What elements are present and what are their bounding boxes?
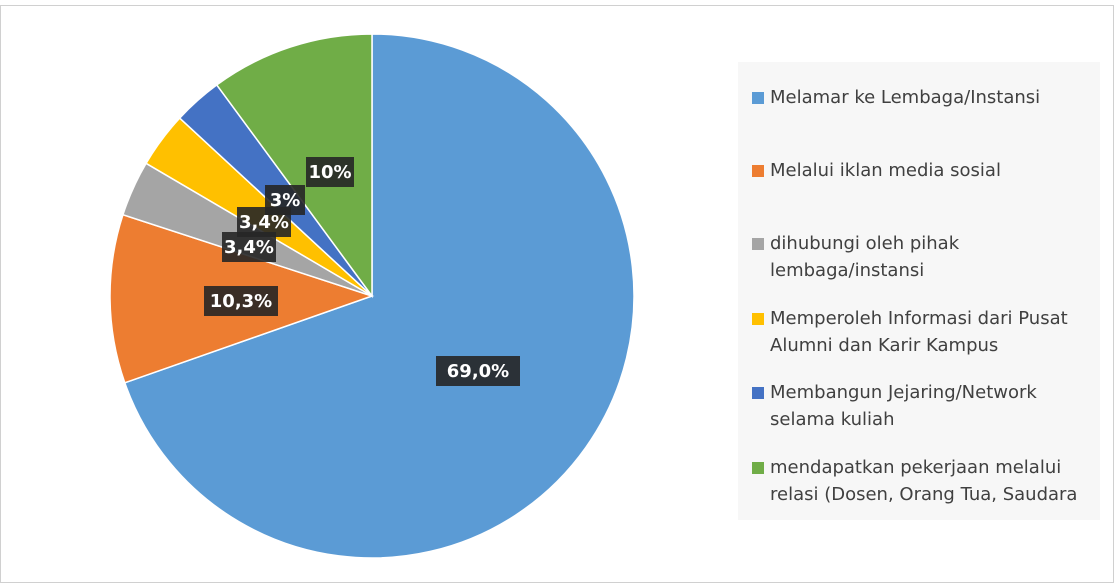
data-label: 3% [270,190,301,211]
legend-label: mendapatkan pekerjaan melalui relasi (Do… [770,457,1078,505]
legend-label: Membangun Jejaring/Network selama kuliah [770,382,1037,430]
pie-slice [215,33,373,299]
legend-label: Melamar ke Lembaga/Instansi [770,87,1041,108]
data-label: 3,4% [224,237,274,258]
legend-swatch [752,313,764,325]
legend: Melamar ke Lembaga/Instansi Melalui iklan… [738,62,1100,520]
data-label: 10% [308,162,351,183]
data-label-box [306,157,354,187]
legend-swatch [752,92,764,104]
legend-label: dihubungi oleh pihak lembaga/instansi [770,233,960,281]
data-labels: 69,0%10,3%3,4%3,4%3%10% [204,157,520,386]
legend-item: Melalui iklan media sosial [752,157,1098,184]
legend-swatch [752,387,764,399]
legend-item: Membangun Jejaring/Network selama kuliah [752,379,1098,433]
legend-label: Memperoleh Informasi dari Pusat Alumni d… [770,308,1068,356]
legend-swatch [752,462,764,474]
data-label: 3,4% [239,212,289,233]
legend-item: Memperoleh Informasi dari Pusat Alumni d… [752,305,1098,359]
legend-label: Melalui iklan media sosial [770,160,1001,181]
data-label-box [436,356,520,386]
legend-item: mendapatkan pekerjaan melalui relasi (Do… [752,454,1098,508]
data-label-box [265,185,305,215]
data-label: 10,3% [210,291,272,312]
legend-item: Melamar ke Lembaga/Instansi [752,84,1098,111]
legend-swatch [752,238,764,250]
data-label-box [204,286,278,316]
pie [109,33,635,559]
pie-slice [123,33,635,559]
legend-swatch [752,165,764,177]
legend-item: dihubungi oleh pihak lembaga/instansi [752,230,1098,284]
data-label: 69,0% [447,361,509,382]
